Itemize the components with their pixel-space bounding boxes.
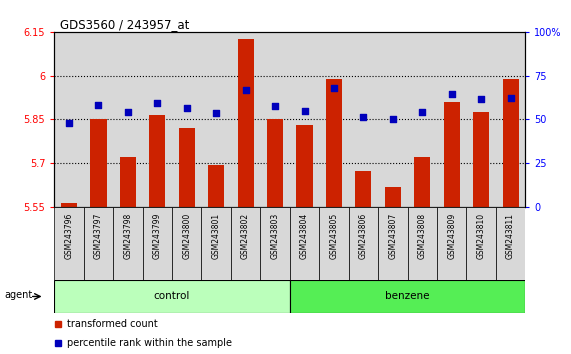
Bar bbox=[408, 32, 437, 207]
Bar bbox=[113, 207, 143, 280]
Point bbox=[359, 114, 368, 120]
Text: GSM243804: GSM243804 bbox=[300, 213, 309, 259]
Bar bbox=[349, 207, 378, 280]
Bar bbox=[143, 207, 172, 280]
Point bbox=[65, 120, 74, 126]
Bar bbox=[355, 171, 372, 207]
Text: GSM243800: GSM243800 bbox=[182, 213, 191, 259]
Bar bbox=[172, 32, 202, 207]
Text: percentile rank within the sample: percentile rank within the sample bbox=[67, 338, 232, 348]
Bar bbox=[467, 207, 496, 280]
Bar bbox=[290, 32, 319, 207]
Point bbox=[123, 110, 132, 115]
Bar bbox=[54, 207, 84, 280]
Text: transformed count: transformed count bbox=[67, 319, 158, 329]
Text: GSM243798: GSM243798 bbox=[123, 213, 132, 259]
Bar bbox=[378, 32, 408, 207]
Bar bbox=[202, 32, 231, 207]
Text: GSM243808: GSM243808 bbox=[418, 213, 427, 259]
Bar bbox=[260, 207, 289, 280]
Point bbox=[477, 97, 486, 102]
Text: agent: agent bbox=[5, 290, 33, 300]
Bar bbox=[319, 32, 349, 207]
Bar bbox=[90, 119, 107, 207]
Bar bbox=[378, 207, 408, 280]
Bar bbox=[208, 165, 224, 207]
Text: GSM243803: GSM243803 bbox=[271, 213, 280, 259]
Point bbox=[300, 108, 309, 114]
Bar bbox=[437, 32, 467, 207]
Point bbox=[152, 100, 162, 105]
Bar bbox=[149, 115, 166, 207]
Text: control: control bbox=[154, 291, 190, 302]
Bar bbox=[231, 32, 260, 207]
Bar bbox=[414, 158, 431, 207]
Bar bbox=[437, 207, 467, 280]
Point bbox=[94, 103, 103, 108]
Bar bbox=[296, 125, 312, 207]
Text: GSM243810: GSM243810 bbox=[477, 213, 486, 259]
Bar bbox=[84, 32, 113, 207]
Bar bbox=[444, 102, 460, 207]
Bar bbox=[319, 207, 349, 280]
Bar bbox=[473, 112, 489, 207]
Text: GSM243809: GSM243809 bbox=[447, 213, 456, 259]
Bar bbox=[84, 207, 113, 280]
Point bbox=[506, 95, 515, 101]
Point bbox=[329, 85, 339, 91]
Bar bbox=[408, 207, 437, 280]
Bar bbox=[267, 119, 283, 207]
Bar bbox=[113, 32, 143, 207]
Bar bbox=[120, 158, 136, 207]
Point bbox=[447, 91, 456, 97]
Point bbox=[388, 116, 397, 121]
Point bbox=[271, 103, 280, 109]
Text: benzene: benzene bbox=[385, 291, 430, 302]
Bar bbox=[260, 32, 289, 207]
Bar bbox=[290, 207, 319, 280]
Bar bbox=[349, 32, 378, 207]
Bar bbox=[61, 203, 77, 207]
Text: GDS3560 / 243957_at: GDS3560 / 243957_at bbox=[60, 18, 190, 31]
Text: GSM243807: GSM243807 bbox=[388, 213, 397, 259]
Bar bbox=[385, 187, 401, 207]
Bar bbox=[467, 32, 496, 207]
Point bbox=[241, 87, 250, 92]
Bar bbox=[231, 207, 260, 280]
Bar bbox=[496, 207, 525, 280]
Bar bbox=[172, 207, 202, 280]
Text: GSM243806: GSM243806 bbox=[359, 213, 368, 259]
Text: GSM243811: GSM243811 bbox=[506, 213, 515, 259]
Bar bbox=[238, 39, 254, 207]
Bar bbox=[143, 32, 172, 207]
Text: GSM243796: GSM243796 bbox=[65, 213, 74, 259]
Bar bbox=[179, 128, 195, 207]
Text: GSM243805: GSM243805 bbox=[329, 213, 339, 259]
Point bbox=[212, 110, 221, 116]
Bar bbox=[202, 207, 231, 280]
Text: GSM243801: GSM243801 bbox=[212, 213, 220, 259]
Text: GSM243799: GSM243799 bbox=[153, 213, 162, 259]
Point bbox=[182, 105, 191, 111]
Text: GSM243802: GSM243802 bbox=[241, 213, 250, 259]
Point bbox=[418, 109, 427, 114]
Bar bbox=[326, 79, 342, 207]
Text: GSM243797: GSM243797 bbox=[94, 213, 103, 259]
Bar bbox=[290, 280, 525, 313]
Bar bbox=[502, 79, 518, 207]
Bar bbox=[496, 32, 525, 207]
Bar bbox=[54, 280, 290, 313]
Bar bbox=[54, 32, 84, 207]
